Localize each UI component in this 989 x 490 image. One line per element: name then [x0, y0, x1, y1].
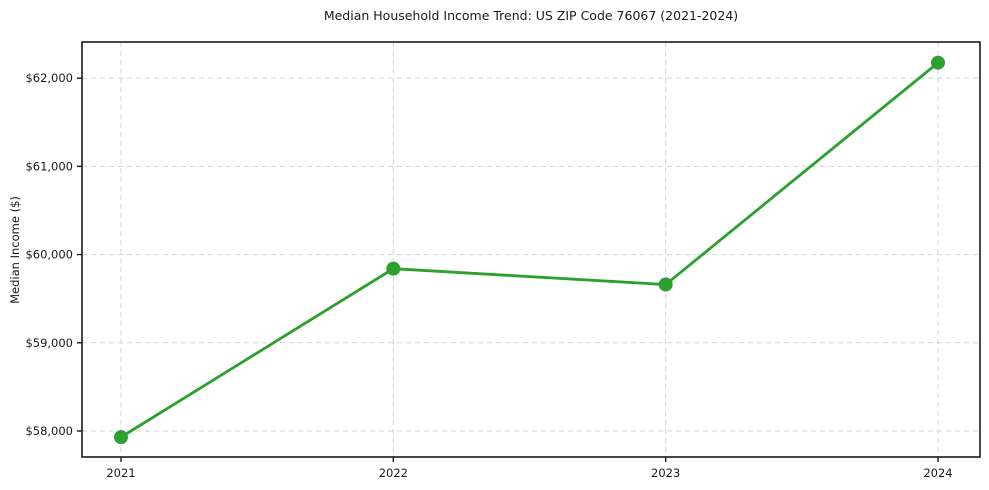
y-tick-label: $58,000 — [25, 424, 73, 438]
data-point — [658, 277, 673, 292]
plot-border — [81, 41, 981, 458]
y-tick-label: $59,000 — [25, 336, 73, 350]
data-line — [119, 61, 940, 439]
y-tick-label: $60,000 — [25, 248, 73, 262]
chart-title: Median Household Income Trend: US ZIP Co… — [323, 8, 739, 23]
y-tick-label: $62,000 — [25, 71, 73, 85]
y-tick-label: $61,000 — [25, 159, 73, 173]
x-tick-label: 2024 — [923, 466, 952, 480]
x-tick-label: 2021 — [106, 466, 135, 480]
data-point — [114, 430, 128, 445]
data-point — [931, 55, 945, 70]
x-tick-label: 2023 — [651, 466, 680, 480]
x-tick-label: 2022 — [379, 466, 408, 480]
data-point — [386, 261, 401, 276]
